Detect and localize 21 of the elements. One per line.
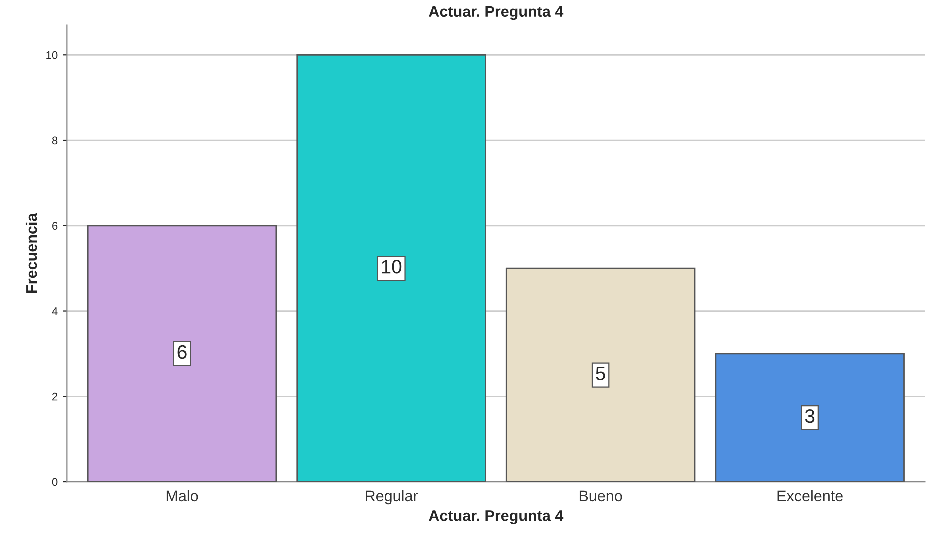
data-label: 10 — [382, 260, 402, 274]
x-axis-title: Actuar. Pregunta 4 — [429, 510, 564, 524]
bar — [506, 268, 696, 482]
y-tick-label: 0 — [52, 478, 58, 486]
data-label: 6 — [178, 345, 187, 360]
bar — [715, 353, 905, 482]
x-tick-label: Excelente — [778, 490, 843, 502]
y-axis-title: Frecuencia — [26, 213, 38, 293]
bar — [87, 225, 278, 482]
y-tick-label: 2 — [52, 392, 58, 401]
y-tick-label: 6 — [52, 222, 58, 230]
x-tick-label: Regular — [366, 490, 418, 505]
bar — [296, 54, 486, 482]
y-tick-label: 4 — [52, 308, 58, 316]
data-label: 3 — [805, 409, 815, 424]
data-label: 5 — [596, 366, 606, 381]
x-tick-label: Malo — [166, 490, 198, 502]
x-tick-label: Bueno — [580, 490, 622, 502]
chart-title: Actuar. Pregunta 4 — [429, 6, 564, 20]
y-tick-label: 8 — [52, 136, 58, 145]
y-tick-label: 10 — [46, 51, 58, 60]
